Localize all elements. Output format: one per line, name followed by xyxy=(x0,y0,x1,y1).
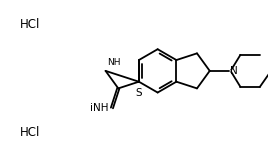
Text: NH: NH xyxy=(107,58,121,67)
Text: N: N xyxy=(230,66,238,76)
Text: HCl: HCl xyxy=(20,126,40,139)
Text: S: S xyxy=(136,88,142,98)
Text: HCl: HCl xyxy=(20,18,40,31)
Text: iNH: iNH xyxy=(90,103,109,113)
